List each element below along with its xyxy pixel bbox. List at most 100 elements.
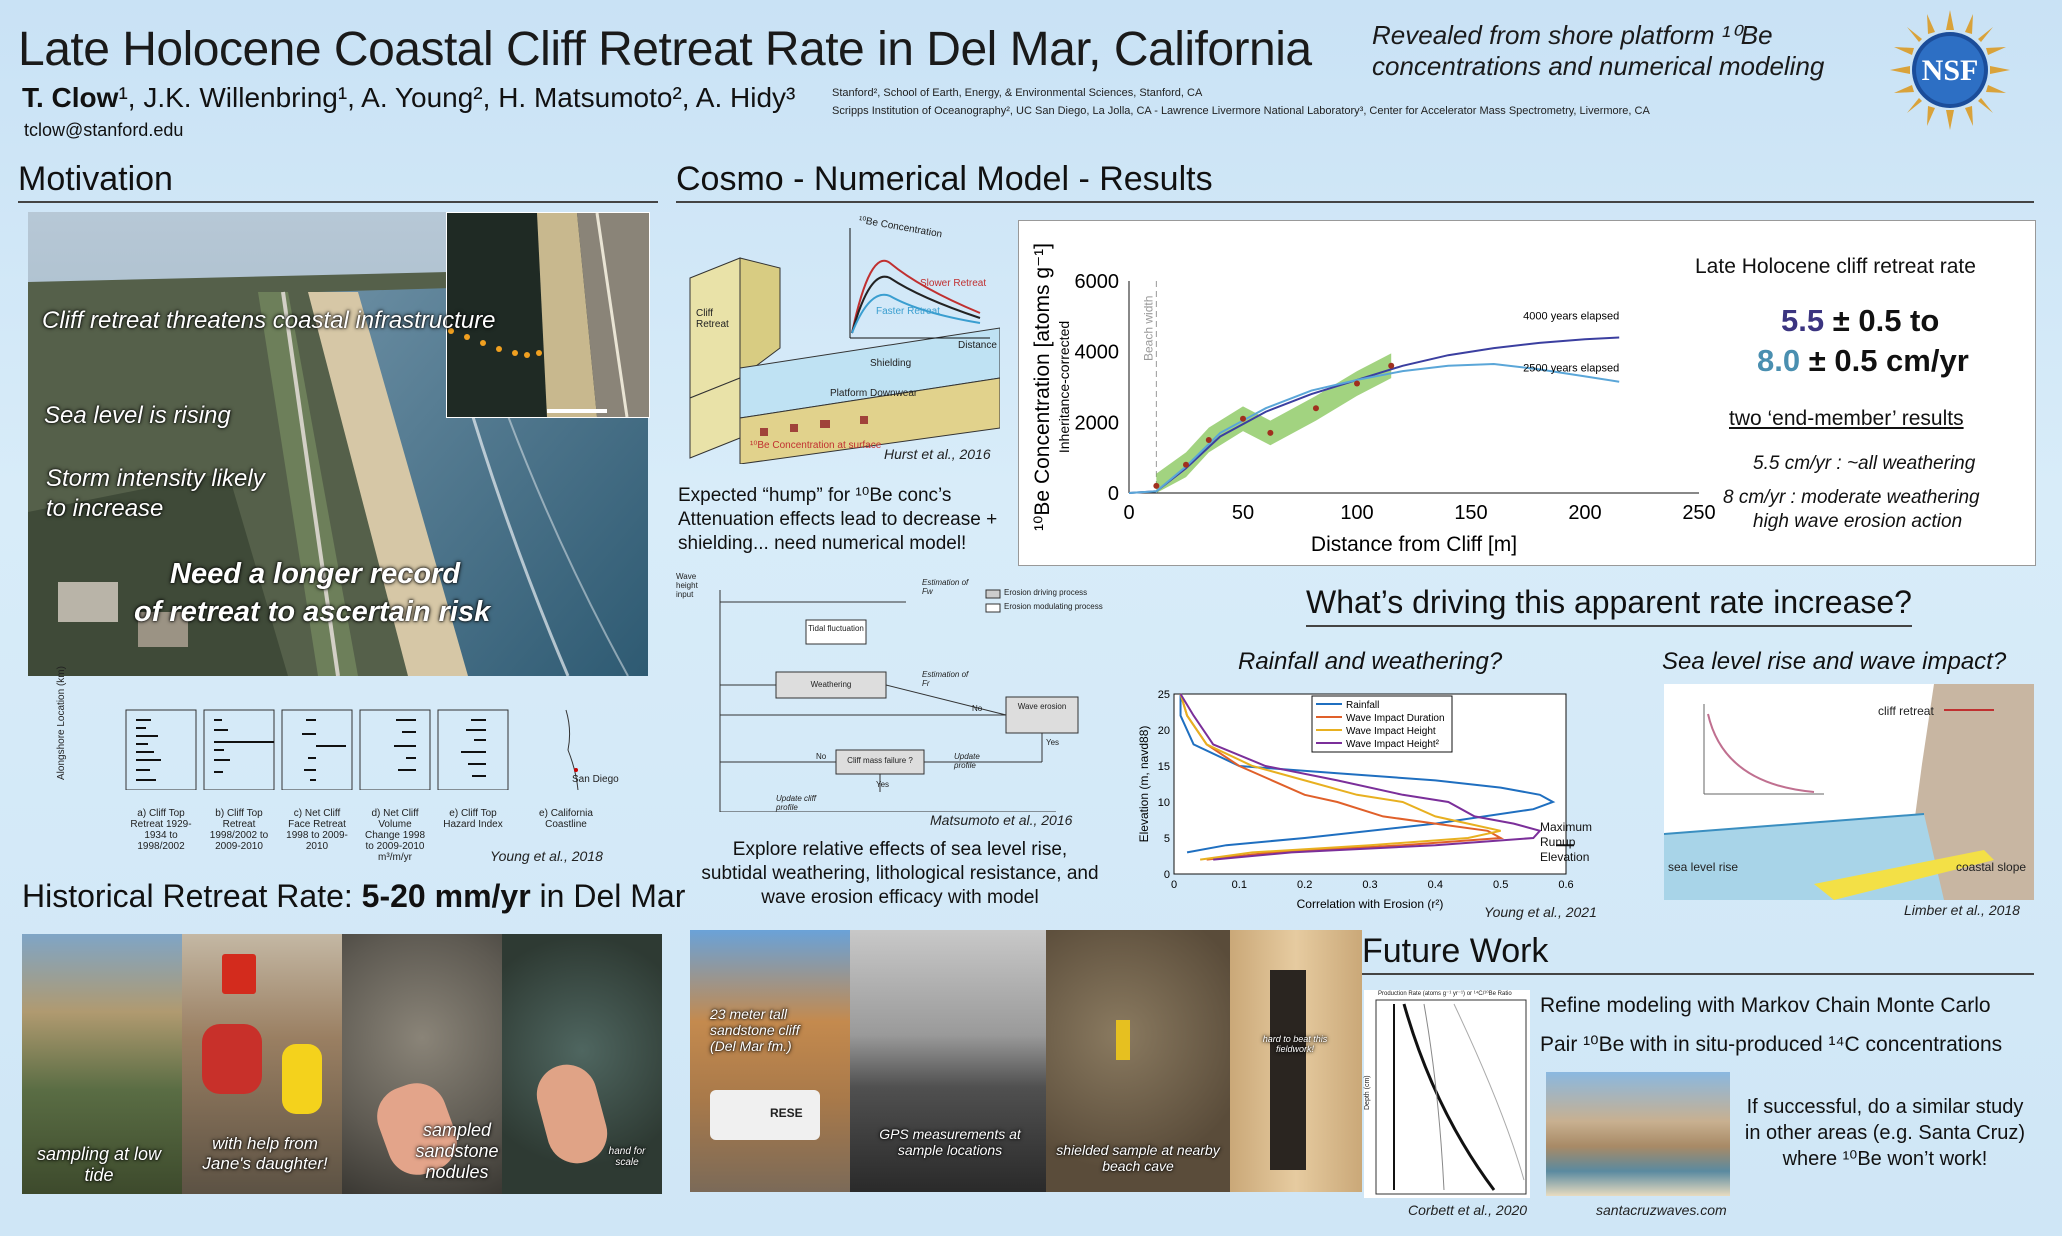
measured-point xyxy=(1388,362,1395,369)
rate-low: 5.5 xyxy=(1781,303,1825,338)
affiliation-1: Stanford², School of Earth, Energy, & En… xyxy=(832,87,1203,99)
future-item-1: Refine modeling with Markov Chain Monte … xyxy=(1540,994,1991,1017)
x-tick-label: 0.4 xyxy=(1428,879,1443,891)
caption-helper: with help from Jane's daughter! xyxy=(202,1134,328,1173)
diag-surface: ¹⁰Be Concentration at surface xyxy=(750,440,882,451)
flow-yes-2: Yes xyxy=(876,780,890,789)
diag-shield: Shielding xyxy=(870,358,912,369)
flow-no-1: No xyxy=(972,704,983,713)
field-photo-slot: hard to beat this fieldwork! xyxy=(1230,930,1362,1192)
limber-cliff-label: cliff retreat xyxy=(1878,704,1934,718)
endmember-heading: two ‘end-member’ results xyxy=(1729,407,1964,430)
motivation-callout-1: Need a longer record xyxy=(170,558,461,590)
santacruz-cite: santacruzwaves.com xyxy=(1596,1202,1727,1218)
young-2018-cite: Young et al., 2018 xyxy=(490,848,603,864)
caption-nodules: sampled sandstone nodules xyxy=(415,1120,499,1182)
field-photo-nodules: sampled sandstone nodules xyxy=(342,934,502,1194)
santa-cruz-photo xyxy=(1546,1072,1730,1196)
map-city: San Diego xyxy=(572,774,619,785)
future-item-2: Pair ¹⁰Be with in situ-produced ¹⁴C conc… xyxy=(1540,1033,2003,1056)
legend-entry: Wave Impact Duration xyxy=(1346,713,1445,724)
x-tick-label: 0.1 xyxy=(1232,879,1247,891)
poster-title: Late Holocene Coastal Cliff Retreat Rate… xyxy=(18,23,1312,76)
y-tick-label: 10 xyxy=(1158,797,1170,809)
flow-tidal: Tidal fluctuation xyxy=(808,624,864,633)
truck-text: RESE xyxy=(770,1106,803,1120)
rate-high: 8.0 xyxy=(1757,343,1801,378)
nsf-logo: NSF xyxy=(1890,10,2010,130)
y-tick-label: 5 xyxy=(1164,833,1170,845)
measured-point xyxy=(1153,482,1160,489)
historical-suffix: in Del Mar xyxy=(530,878,686,914)
rain-title: Rainfall and weathering? xyxy=(1238,648,1503,675)
limber-cite: Limber et al., 2018 xyxy=(1904,902,2020,918)
co-authors: ¹, J.K. Willenbring¹, A. Young², H. Mats… xyxy=(118,82,796,113)
x-axis-label: Distance from Cliff [m] xyxy=(1311,533,1517,556)
contact-email[interactable]: tclow@stanford.edu xyxy=(24,120,184,140)
hurst-diagram: ¹⁰Be Concentration Slower Retreat Faster… xyxy=(680,215,1001,465)
series-line-1 xyxy=(1128,336,1620,494)
cosmo-heading: Cosmo - Numerical Model - Results xyxy=(676,160,2034,203)
caption-low-tide: sampling at low tide xyxy=(36,1144,162,1185)
flow-cliff-failure: Cliff mass failure ? xyxy=(847,756,913,765)
caption-cave: shielded sample at nearby beach cave xyxy=(1056,1142,1220,1174)
matsumoto-cite: Matsumoto et al., 2016 xyxy=(930,812,1073,828)
x-tick-label: 100 xyxy=(1340,502,1373,524)
y-axis-label: ¹⁰Be Concentration [atoms g⁻¹] xyxy=(1031,243,1054,531)
endmember-2a: 8 cm/yr : moderate weathering xyxy=(1723,487,1980,508)
series-line-1 xyxy=(1179,694,1556,854)
motivation-callout-2: of retreat to ascertain risk xyxy=(134,596,491,628)
y-tick-label: 25 xyxy=(1158,689,1170,701)
x-tick-label: 0.6 xyxy=(1558,879,1573,891)
young-2021-cite: Young et al., 2021 xyxy=(1484,904,1597,920)
future-item-3: If successful, do a similar study in oth… xyxy=(1744,1096,2026,1170)
panel-a-label: a) Cliff Top Retreat 1929-1934 to 1998/2… xyxy=(130,808,192,852)
series-line-4 xyxy=(1179,693,1542,861)
flow-update-cliff: Update cliff profile xyxy=(776,794,817,812)
motivation-bullet-2: Sea level is rising xyxy=(44,402,231,429)
corbett-chart: Production Rate (atoms g⁻¹ yr⁻¹) or ¹⁴C/… xyxy=(1364,990,1530,1198)
x-tick-label: 250 xyxy=(1682,502,1715,524)
lead-author: T. Clow xyxy=(22,82,119,113)
flow-legend-modulating: Erosion modulating process xyxy=(1004,602,1103,611)
field-photo-low-tide: sampling at low tide xyxy=(22,934,182,1194)
rain-chart-wrapper: 0 0.1 0.2 0.3 0.4 0.5 0.6 0 5 10 15 20 25 Correlation… xyxy=(1136,684,1636,914)
panel-yaxis: Alongshore Location (km) xyxy=(56,666,67,780)
x-axis-label: Correlation with Erosion (r²) xyxy=(1297,897,1444,911)
measured-point xyxy=(1205,437,1212,443)
sunburst-icon xyxy=(1890,10,2010,130)
rate-title: Late Holocene cliff retreat rate xyxy=(1695,255,1976,278)
driving-heading: What’s driving this apparent rate increa… xyxy=(1306,584,1912,627)
diag-cliff: Cliff Retreat xyxy=(696,308,729,330)
beach-width-label: Beach width xyxy=(1141,296,1155,361)
map-label: e) California Coastline xyxy=(539,808,593,830)
measured-envelope xyxy=(1156,353,1392,493)
panel-c-label: c) Net Cliff Face Retreat 1998 to 2009-2… xyxy=(286,808,348,852)
corbett-cite: Corbett et al., 2020 xyxy=(1408,1202,1528,1218)
flow-wave-erosion: Wave erosion xyxy=(1017,702,1067,711)
endmember-1: 5.5 cm/yr : ~all weathering xyxy=(1753,453,1976,474)
field-photo-strip-2: RESE 23 meter tall sandstone cliff (Del … xyxy=(690,930,1362,1192)
y-tick-label: 0 xyxy=(1164,869,1170,881)
caption-gps: GPS measurements at sample locations xyxy=(879,1126,1021,1158)
measured-point xyxy=(1240,415,1246,422)
y-tick-label: 0 xyxy=(1108,483,1119,505)
flow-est-fw: Estimation of Fw xyxy=(922,578,969,596)
author-list: T. Clow¹, J.K. Willenbring¹, A. Young², … xyxy=(22,82,795,114)
rate-mid: ± 0.5 to xyxy=(1824,303,1940,338)
flow-no-2: No xyxy=(816,752,827,761)
x-tick-label: 0 xyxy=(1123,502,1134,524)
sea-title: Sea level rise and wave impact? xyxy=(1662,648,2007,675)
hump-text: Expected “hump” for ¹⁰Be conc’s Attenuat… xyxy=(678,485,998,554)
measured-point xyxy=(1183,461,1189,468)
be-concentration-chart: 0 50 100 150 200 250 0 2000 4000 6000 Distance fro… xyxy=(1031,243,1716,556)
flow-est-fr: Estimation of Fr xyxy=(922,670,969,688)
legend-entry: Rainfall xyxy=(1346,700,1379,711)
legend-entry: Wave Impact Height² xyxy=(1346,739,1440,750)
motivation-heading: Motivation xyxy=(18,160,658,203)
measured-point xyxy=(1267,429,1274,436)
series-line-3 xyxy=(1179,693,1501,861)
field-photo-cave: shielded sample at nearby beach cave xyxy=(1046,930,1230,1192)
flow-yes-1: Yes xyxy=(1046,738,1060,747)
motivation-bullet-1: Cliff retreat threatens coastal infrastr… xyxy=(42,307,496,334)
